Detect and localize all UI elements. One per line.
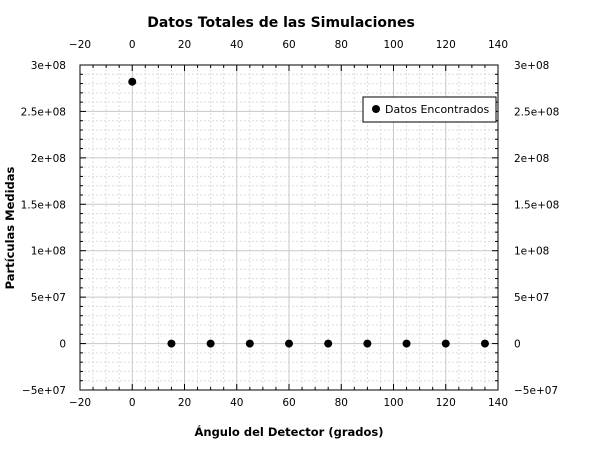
data-points: [128, 77, 489, 348]
y-tick-label-left: 0: [59, 339, 66, 351]
legend-marker: [372, 105, 380, 113]
data-point: [167, 339, 176, 348]
x-tick-label-bottom: 60: [282, 397, 295, 409]
x-tick-label-top: 120: [436, 39, 456, 51]
y-tick-label-left: 2e+08: [31, 153, 66, 165]
data-point: [128, 77, 137, 86]
x-tick-label-top: 40: [230, 39, 243, 51]
data-point: [206, 339, 215, 348]
y-tick-label-right: 1e+08: [514, 246, 549, 258]
x-tick-label-top: −20: [69, 39, 91, 51]
x-tick-label-bottom: 100: [383, 397, 403, 409]
data-point: [285, 339, 293, 348]
x-tick-label-bottom: 120: [436, 397, 456, 409]
data-point: [324, 339, 333, 348]
y-tick-label-right: 2e+08: [514, 153, 549, 165]
y-tick-label-left: 1e+08: [31, 246, 66, 258]
x-tick-label-top: 0: [129, 39, 136, 51]
y-axis-label: Partículas Medidas: [3, 166, 17, 289]
y-tick-label-left: 3e+08: [31, 60, 66, 72]
x-tick-label-bottom: 40: [230, 397, 243, 409]
data-point: [363, 339, 372, 348]
x-tick-label-top: 60: [282, 39, 295, 51]
y-tick-label-left: −5e+07: [22, 385, 66, 397]
x-tick-label-bottom: 140: [488, 397, 508, 409]
data-point: [245, 339, 254, 348]
data-point: [402, 339, 411, 348]
x-tick-label-bottom: −20: [69, 397, 91, 409]
x-tick-label-bottom: 80: [335, 397, 348, 409]
x-tick-label-top: 100: [383, 39, 403, 51]
y-tick-label-right: 3e+08: [514, 60, 549, 72]
x-tick-label-top: 20: [178, 39, 191, 51]
legend-box: [362, 96, 497, 123]
x-tick-label-bottom: 0: [129, 397, 136, 409]
x-tick-label-top: 140: [488, 39, 508, 51]
data-point: [480, 339, 489, 348]
y-tick-label-left: 5e+07: [31, 292, 66, 304]
y-tick-label-right: 1.5e+08: [514, 199, 559, 211]
chart-title: Datos Totales de las Simulaciones: [147, 15, 415, 31]
y-tick-label-right: 5e+07: [514, 292, 549, 304]
axis-tick-labels: −20 −20 0 0 20 20 40 40 60 60 80 80 100 100 120 120 140 1…: [21, 39, 560, 409]
legend-label: Datos Encontrados: [385, 103, 489, 116]
x-axis-label: Ángulo del Detector (grados): [194, 424, 383, 439]
y-tick-label-left: 1.5e+08: [21, 199, 66, 211]
data-point: [441, 339, 450, 348]
x-tick-label-bottom: 20: [178, 397, 191, 409]
y-tick-label-left: 2.5e+08: [21, 106, 66, 118]
legend: Datos Encontrados: [362, 96, 497, 123]
y-tick-label-right: 2.5e+08: [514, 106, 559, 118]
y-tick-label-right: 0: [514, 339, 521, 351]
x-tick-label-top: 80: [335, 39, 348, 51]
y-tick-label-right: −5e+07: [514, 385, 558, 397]
